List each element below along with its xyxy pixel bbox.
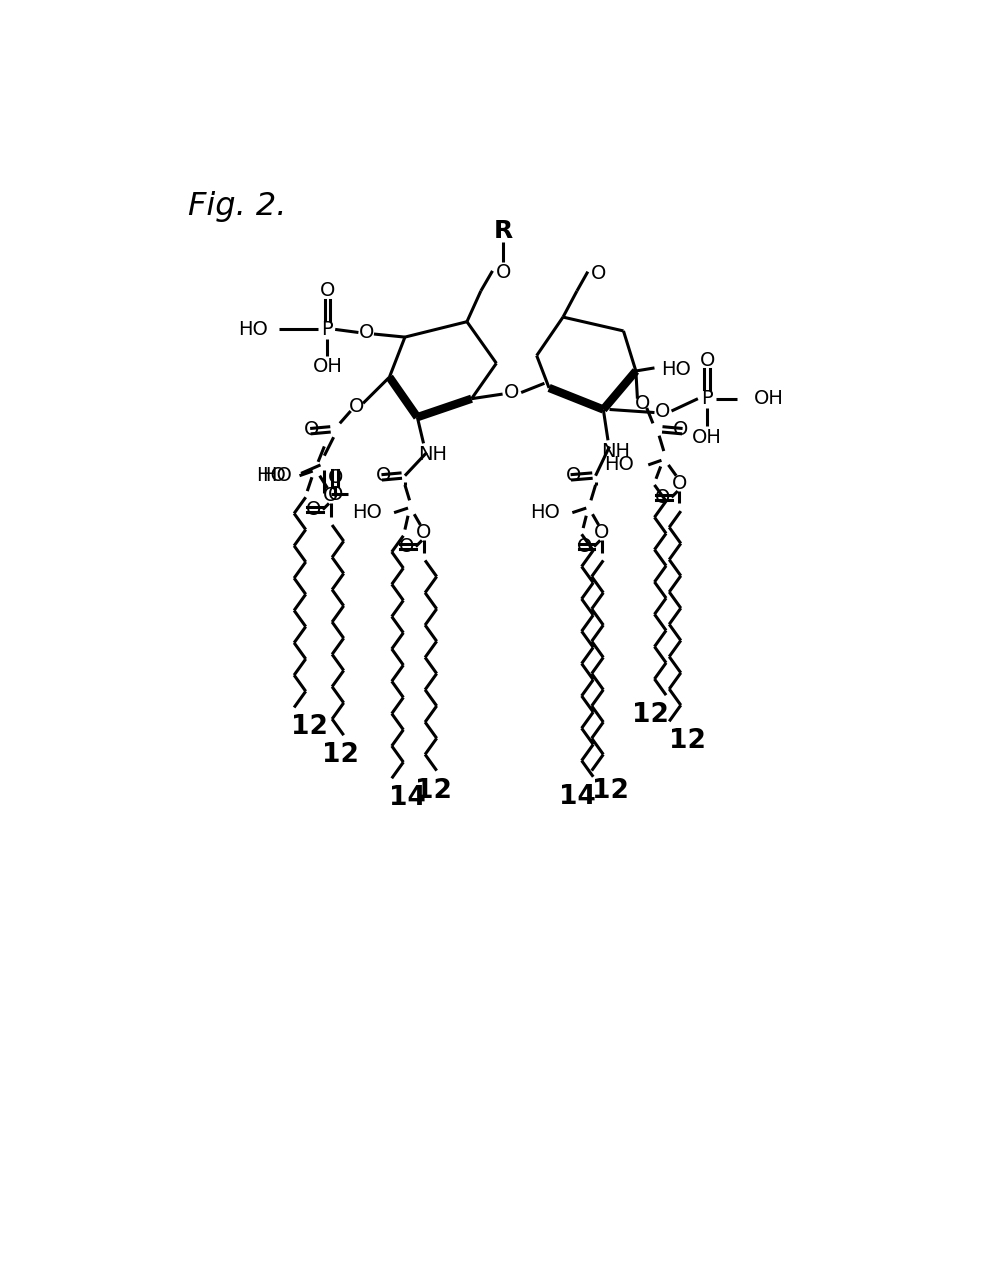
Text: O: O (304, 420, 319, 438)
Text: OH: OH (312, 356, 342, 376)
Text: O: O (699, 351, 714, 369)
Text: NH: NH (600, 441, 629, 460)
Text: 12: 12 (669, 728, 706, 754)
Text: O: O (671, 474, 686, 492)
Text: O: O (673, 420, 688, 438)
Text: R: R (493, 219, 513, 242)
Text: O: O (415, 523, 430, 542)
Text: O: O (327, 468, 343, 487)
Text: O: O (349, 397, 364, 415)
Text: O: O (590, 264, 605, 283)
Text: HO: HO (352, 503, 382, 522)
Text: O: O (504, 383, 519, 403)
Text: O: O (322, 486, 338, 505)
Text: HO: HO (530, 503, 560, 522)
Text: OH: OH (752, 390, 782, 408)
Text: HO: HO (603, 455, 634, 474)
Text: 14: 14 (389, 786, 425, 812)
Text: O: O (327, 485, 343, 504)
Text: O: O (593, 523, 609, 542)
Text: O: O (577, 537, 591, 556)
Text: 12: 12 (291, 714, 328, 741)
Text: O: O (399, 537, 414, 556)
Text: O: O (654, 401, 669, 420)
Text: O: O (319, 282, 335, 300)
Text: NH: NH (417, 445, 447, 464)
Text: HO: HO (238, 320, 267, 338)
Text: O: O (634, 394, 649, 413)
Text: P: P (701, 390, 713, 408)
Text: HO: HO (255, 467, 285, 485)
Text: 12: 12 (414, 778, 451, 804)
Text: HO: HO (261, 467, 291, 485)
Text: 12: 12 (591, 778, 628, 804)
Text: P: P (321, 320, 333, 338)
Text: 12: 12 (322, 742, 359, 768)
Text: 12: 12 (631, 703, 668, 728)
Text: Fig. 2.: Fig. 2. (188, 191, 286, 222)
Text: 14: 14 (559, 783, 595, 810)
Text: O: O (358, 323, 374, 342)
Text: O: O (375, 467, 391, 485)
Text: O: O (566, 467, 580, 485)
Text: O: O (495, 263, 511, 282)
Text: O: O (654, 487, 669, 506)
Text: HO: HO (660, 360, 690, 379)
Text: O: O (305, 500, 321, 519)
Text: OH: OH (692, 428, 722, 446)
